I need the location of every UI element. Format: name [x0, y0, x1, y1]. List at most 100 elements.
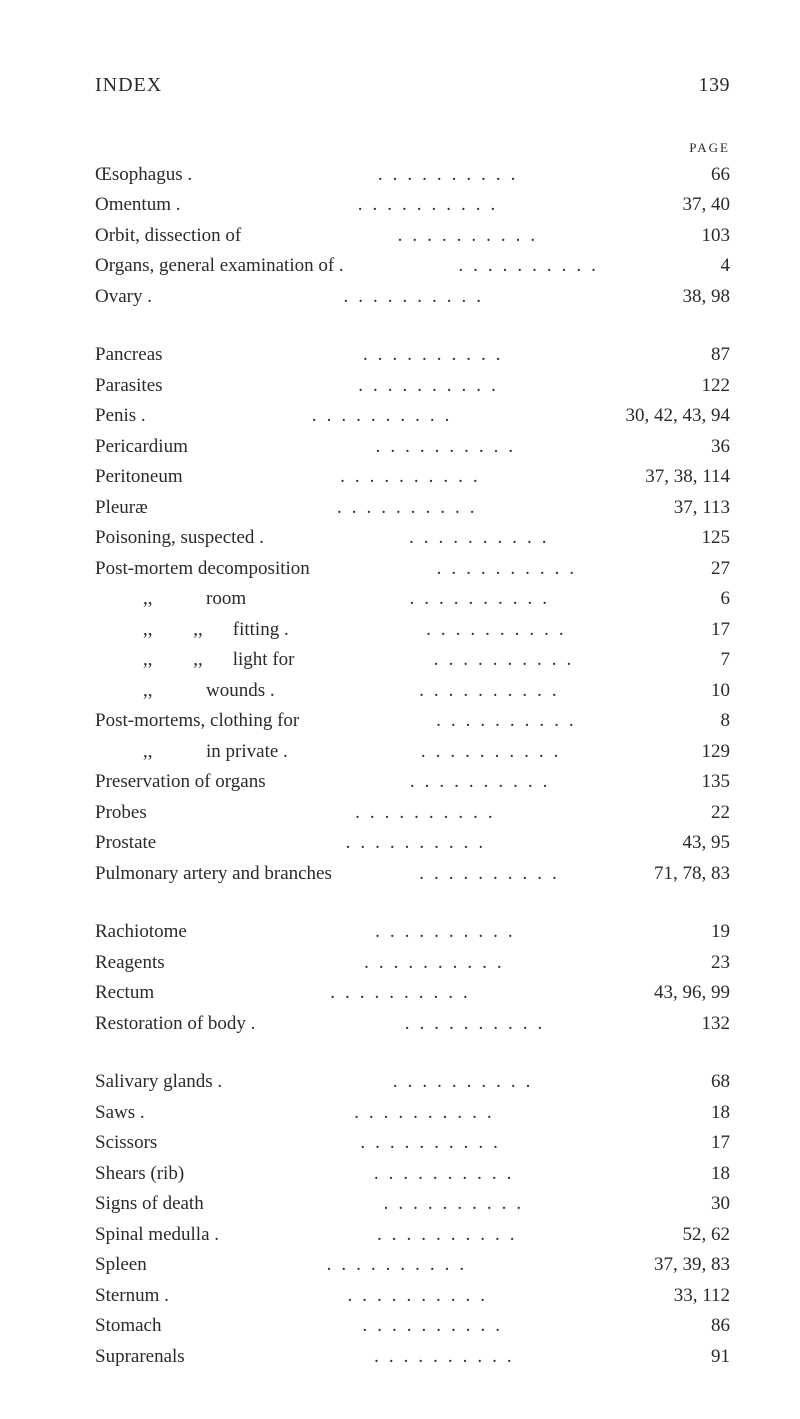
index-entry: Post-mortems, clothing for..........8: [95, 707, 730, 736]
dot-leader: ..........: [168, 341, 706, 370]
dot-leader: ..........: [186, 191, 678, 220]
index-entry-label: Ovary .: [95, 283, 152, 312]
index-entry-label: Restoration of body .: [95, 1010, 255, 1039]
index-group: Rachiotome..........19Reagents..........…: [95, 918, 730, 1038]
index-entry-pages: 86: [711, 1312, 730, 1341]
index-entry-pages: 23: [711, 949, 730, 978]
index-entry-pages: 8: [721, 707, 731, 736]
index-entry-label: ,,,, fitting .: [143, 616, 289, 645]
index-entry-pages: 7: [721, 646, 731, 675]
index-entry: ,, room..........6: [95, 585, 730, 614]
dot-leader: ..........: [315, 555, 706, 584]
index-entry: Peritoneum..........37, 38, 114: [95, 463, 730, 492]
index-entry-label: ,, in private .: [143, 738, 288, 767]
index-entry-label: Probes: [95, 799, 147, 828]
index-entry-label: Shears (rib): [95, 1160, 184, 1189]
index-entry-label: Spinal medulla .: [95, 1221, 219, 1250]
index-entry-pages: 66: [711, 161, 730, 190]
index-entry: Pancreas..........87: [95, 341, 730, 370]
index-entry: Pulmonary artery and branches..........7…: [95, 860, 730, 889]
index-entry: Spleen..........37, 39, 83: [95, 1251, 730, 1280]
index-entry-pages: 122: [702, 372, 731, 401]
index-entry-pages: 125: [702, 524, 731, 553]
index-entry: Signs of death..........30: [95, 1190, 730, 1219]
dot-leader: ..........: [192, 918, 706, 947]
index-entry: Stomach..........86: [95, 1312, 730, 1341]
index-entry-label: Organs, general examination of .: [95, 252, 344, 281]
index-entry-pages: 18: [711, 1099, 730, 1128]
index-entry-pages: 36: [711, 433, 730, 462]
dot-leader: ..........: [294, 616, 706, 645]
index-entry: Salivary glands ...........68: [95, 1068, 730, 1097]
dot-leader: ..........: [167, 1312, 707, 1341]
index-entry-label: Poisoning, suspected .: [95, 524, 264, 553]
index-entry: Œsophagus ...........66: [95, 161, 730, 190]
index-entry: Ovary ...........38, 98: [95, 283, 730, 312]
index-group: Pancreas..........87Parasites..........1…: [95, 341, 730, 888]
dot-leader: ..........: [190, 1343, 706, 1372]
dot-leader: ..........: [159, 979, 649, 1008]
index-entry-label: Post-mortems, clothing for: [95, 707, 299, 736]
index-entry-label: Rectum: [95, 979, 154, 1008]
dot-leader: ..........: [170, 949, 706, 978]
index-entry: Organs, general examination of .........…: [95, 252, 730, 281]
ditto-mark: ,,: [143, 738, 168, 767]
index-entry-pages: 10: [711, 677, 730, 706]
dot-leader: ..........: [209, 1190, 706, 1219]
index-entry: Penis ...........30, 42, 43, 94: [95, 402, 730, 431]
header-page-number: 139: [699, 70, 731, 100]
index-entry: Orbit, dissection of..........103: [95, 222, 730, 251]
index-entry-pages: 30: [711, 1190, 730, 1219]
index-body: Œsophagus ...........66Omentum .........…: [95, 161, 730, 1372]
index-group: Salivary glands ...........68Saws ......…: [95, 1068, 730, 1371]
dot-leader: ..........: [246, 222, 696, 251]
index-entry-pages: 129: [702, 738, 731, 767]
ditto-mark: ,,: [143, 646, 168, 675]
index-entry: Suprarenals..........91: [95, 1343, 730, 1372]
index-entry-label: Spleen: [95, 1251, 147, 1280]
index-entry: ,, in private ...........129: [95, 738, 730, 767]
page-column-label: PAGE: [95, 138, 730, 158]
dot-leader: ..........: [188, 463, 641, 492]
dot-leader: ..........: [280, 677, 706, 706]
index-entry-pages: 71, 78, 83: [654, 860, 730, 889]
index-entry-pages: 38, 98: [683, 283, 731, 312]
index-entry: Probes..........22: [95, 799, 730, 828]
index-entry-label: Scissors: [95, 1129, 157, 1158]
index-entry-label: Pancreas: [95, 341, 163, 370]
index-entry: Prostate..........43, 95: [95, 829, 730, 858]
index-entry: Pericardium..........36: [95, 433, 730, 462]
index-entry-pages: 4: [721, 252, 731, 281]
index-entry-pages: 52, 62: [683, 1221, 731, 1250]
index-entry-pages: 17: [711, 1129, 730, 1158]
index-entry-pages: 6: [721, 585, 731, 614]
dot-leader: ..........: [197, 161, 706, 190]
index-entry-pages: 135: [702, 768, 731, 797]
dot-leader: ..........: [152, 799, 706, 828]
index-entry-label: Reagents: [95, 949, 165, 978]
index-entry: Shears (rib)..........18: [95, 1160, 730, 1189]
page-header: INDEX 139: [95, 70, 730, 100]
index-group: Œsophagus ...........66Omentum .........…: [95, 161, 730, 312]
ditto-mark: ,,: [168, 616, 228, 645]
index-entry: ,, wounds ...........10: [95, 677, 730, 706]
dot-leader: ..........: [157, 283, 678, 312]
index-entry: Rectum..........43, 96, 99: [95, 979, 730, 1008]
index-entry-label: Salivary glands .: [95, 1068, 222, 1097]
index-entry-label: ,, wounds .: [143, 677, 275, 706]
index-entry: Rachiotome..........19: [95, 918, 730, 947]
index-entry-label: Parasites: [95, 372, 163, 401]
index-entry: Parasites..........122: [95, 372, 730, 401]
index-entry: Poisoning, suspected ...........125: [95, 524, 730, 553]
index-entry-pages: 103: [702, 222, 731, 251]
index-entry-label: Signs of death: [95, 1190, 204, 1219]
index-entry-label: Post-mortem decomposition: [95, 555, 310, 584]
dot-leader: ..........: [174, 1282, 669, 1311]
index-entry-label: Penis .: [95, 402, 146, 431]
index-entry-label: Saws .: [95, 1099, 145, 1128]
index-entry-label: Orbit, dissection of: [95, 222, 241, 251]
index-entry-pages: 18: [711, 1160, 730, 1189]
header-title: INDEX: [95, 70, 162, 100]
index-entry-label: Omentum .: [95, 191, 181, 220]
index-entry-pages: 30, 42, 43, 94: [626, 402, 731, 431]
